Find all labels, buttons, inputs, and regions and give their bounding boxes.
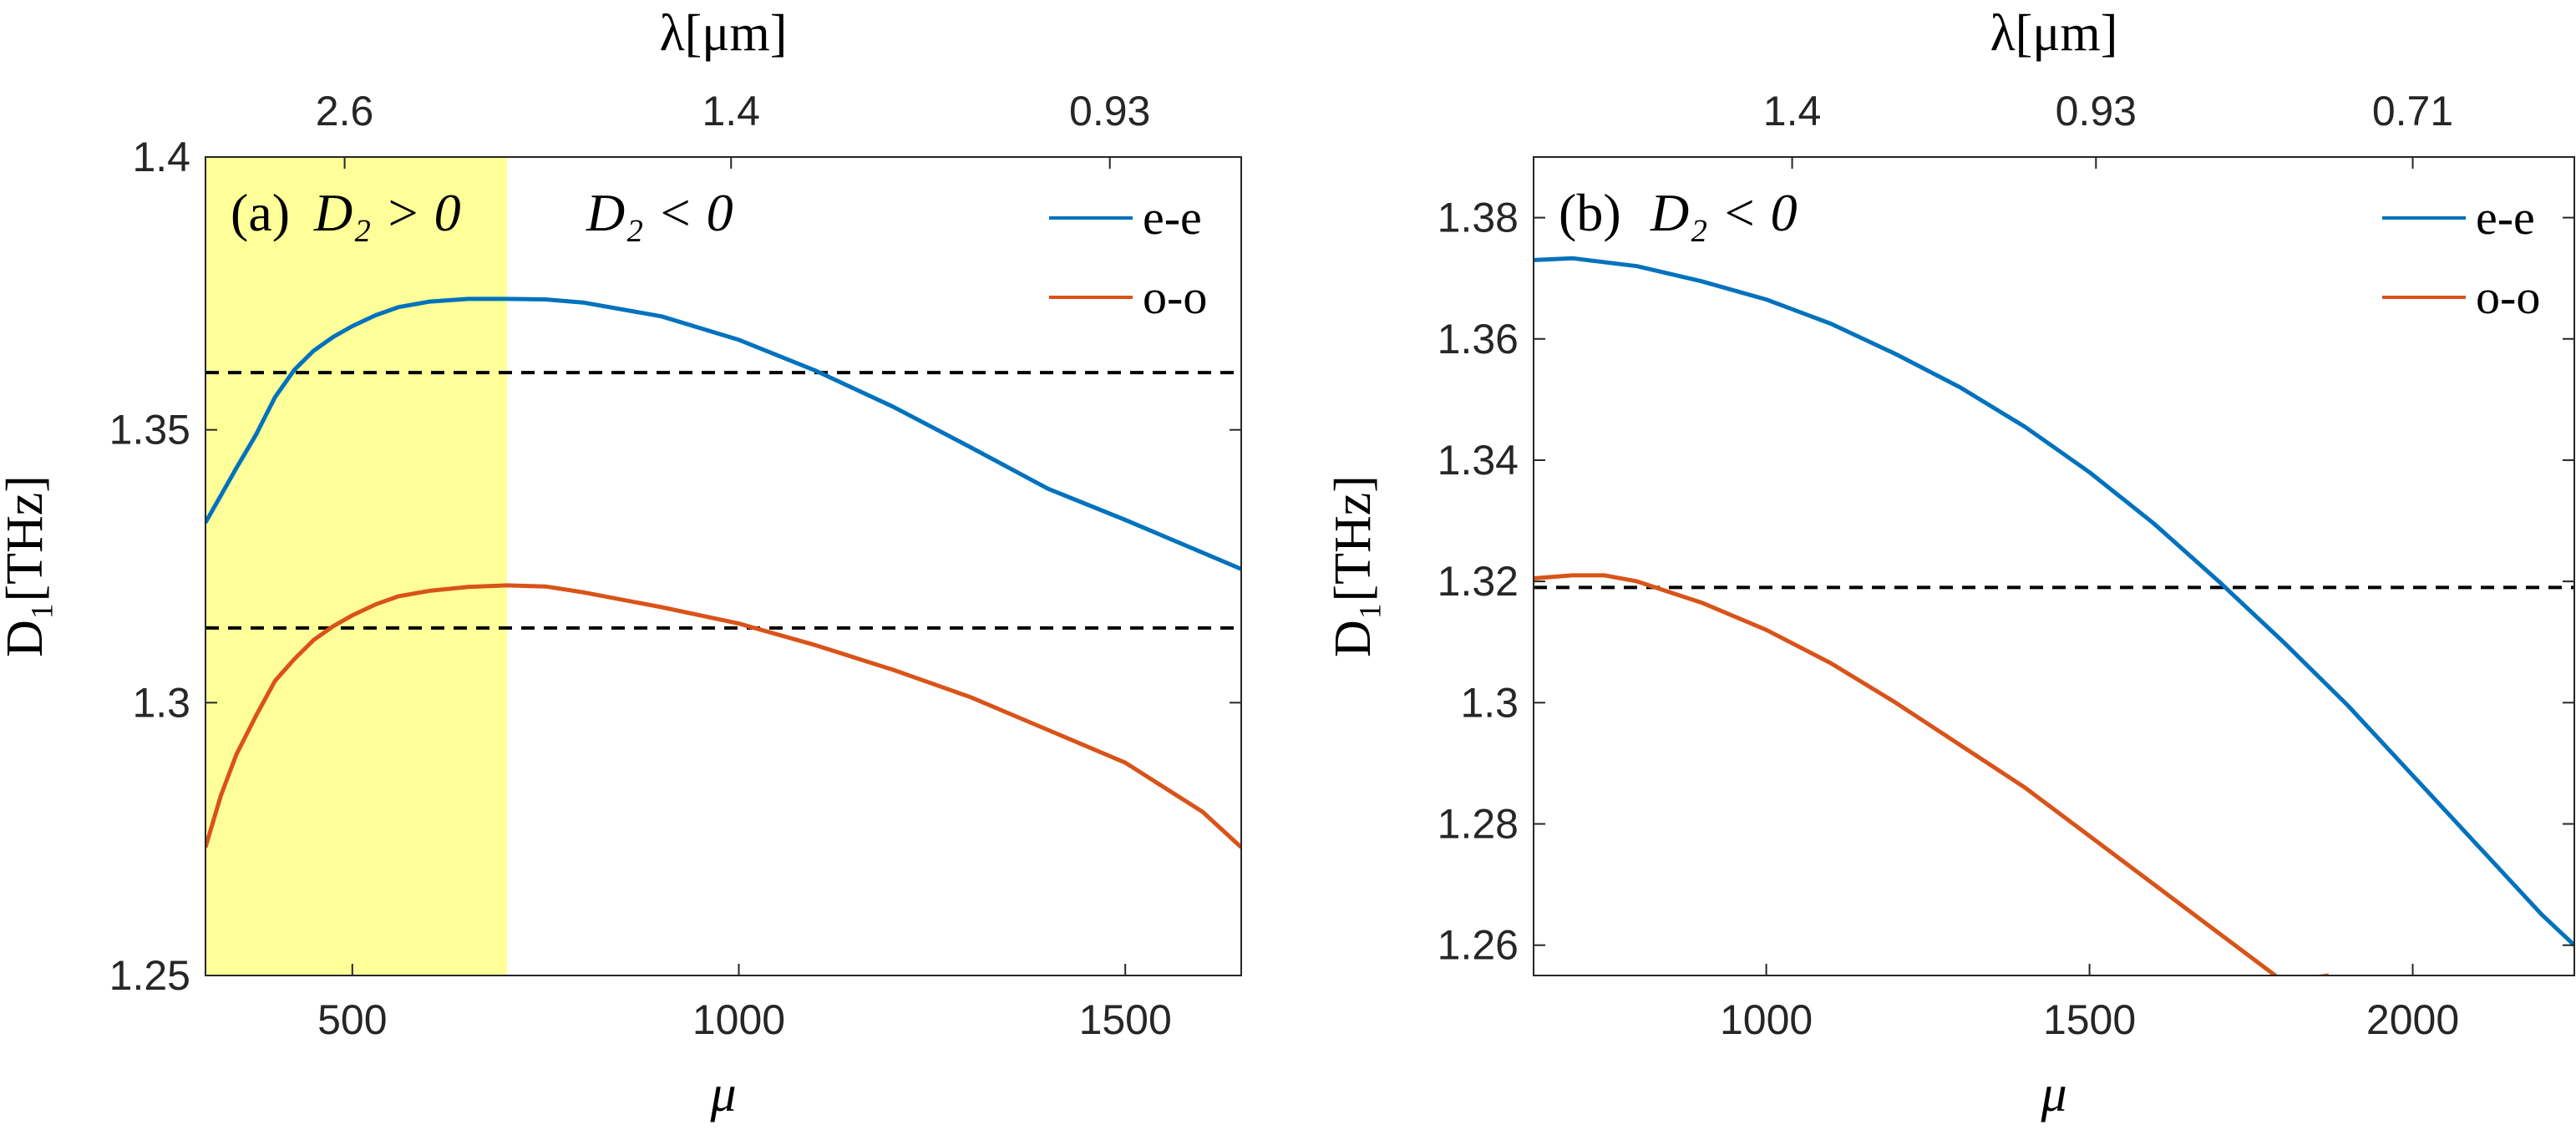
series-line-o-o: [1534, 573, 2329, 975]
top-x-tick-label: 1.4: [1763, 88, 1822, 134]
top-x-tick-label: 0.93: [2056, 88, 2137, 134]
top-x-ticks: 2.6 1.4 0.93: [316, 88, 1150, 169]
x-ticks: 1000 1500 2000: [1720, 964, 2459, 1043]
y-tick-label: 1.32: [1438, 558, 1519, 605]
y-ticks: 1.26 1.28 1.3 1.32 1.34 1.36 1.38: [1438, 195, 2574, 969]
series-group: [1534, 256, 2574, 975]
panel-label: (a): [231, 183, 290, 242]
series-group: [205, 296, 1241, 849]
panel-label: (b): [1559, 183, 1621, 242]
legend: e-e o-o: [2382, 190, 2540, 324]
panel-a: 500 1000 1500 1.251.31.351.4 2.6 1.4 0.93 μ …: [0, 5, 1242, 1122]
x-tick-label: 1500: [1079, 996, 1172, 1043]
annotation-d2-negative: D₂ < 0: [1650, 183, 1798, 242]
plot-frame: [1533, 156, 2575, 976]
plot-frame: [205, 156, 1242, 976]
legend-label-o-o: o-o: [2476, 270, 2540, 324]
x-axis-label: μ: [709, 1066, 736, 1122]
shaded-region-d2-positive: [205, 157, 507, 975]
panel-b: 1000 1500 2000 1.26 1.28 1.3 1.32 1.34 1.36 1.38…: [1325, 5, 2575, 1122]
y-tick-label: 1.4: [132, 134, 190, 180]
series-line-o-o: [205, 583, 1241, 849]
x-ticks: 500 1000 1500: [317, 964, 1172, 1043]
y-tick-label: 1.25: [109, 952, 190, 999]
legend-label-e-e: e-e: [1143, 190, 1202, 245]
y-tick-label: 1.3: [1460, 679, 1519, 726]
annotation-d2-negative: D₂ < 0: [586, 183, 733, 242]
top-x-tick-label: 1.4: [702, 88, 760, 134]
top-x-tick-label: 0.71: [2372, 88, 2453, 134]
series-line-e-e: [205, 296, 1241, 571]
legend: e-e o-o: [1049, 190, 1207, 324]
x-tick-label: 500: [317, 996, 387, 1043]
x-axis-label: μ: [2040, 1066, 2066, 1122]
y-axis-label: D₁[THz]: [1325, 475, 1382, 657]
top-x-tick-label: 2.6: [316, 88, 374, 134]
y-tick-label: 1.34: [1438, 437, 1519, 484]
annotation-d2-positive: D₂ > 0: [313, 183, 461, 242]
y-tick-label: 1.28: [1438, 801, 1519, 848]
series-line-e-e: [1534, 256, 2574, 947]
top-x-tick-label: 0.93: [1069, 88, 1150, 134]
legend-label-e-e: e-e: [2476, 190, 2535, 245]
top-x-ticks: 1.4 0.93 0.71: [1763, 88, 2453, 169]
y-tick-label: 1.35: [109, 407, 190, 454]
legend-label-o-o: o-o: [1143, 270, 1207, 324]
y-tick-label: 1.3: [132, 679, 190, 726]
y-ticks: 1.25 1.3 1.35 1.4: [109, 134, 1241, 999]
y-tick-label: 1.26: [1438, 922, 1519, 969]
y-tick-label: 1.36: [1438, 316, 1519, 362]
y-tick-label: 1.38: [1438, 195, 1519, 241]
top-x-axis-label: λ[μm]: [660, 5, 788, 62]
x-tick-label: 1500: [2043, 996, 2136, 1043]
x-tick-label: 1000: [1720, 996, 1813, 1043]
y-axis-label: D₁[THz]: [0, 475, 53, 657]
reference-lines: [205, 371, 1241, 630]
x-tick-label: 2000: [2366, 996, 2459, 1043]
top-x-axis-label: λ[μm]: [1990, 5, 2118, 62]
x-tick-label: 1000: [692, 996, 785, 1043]
